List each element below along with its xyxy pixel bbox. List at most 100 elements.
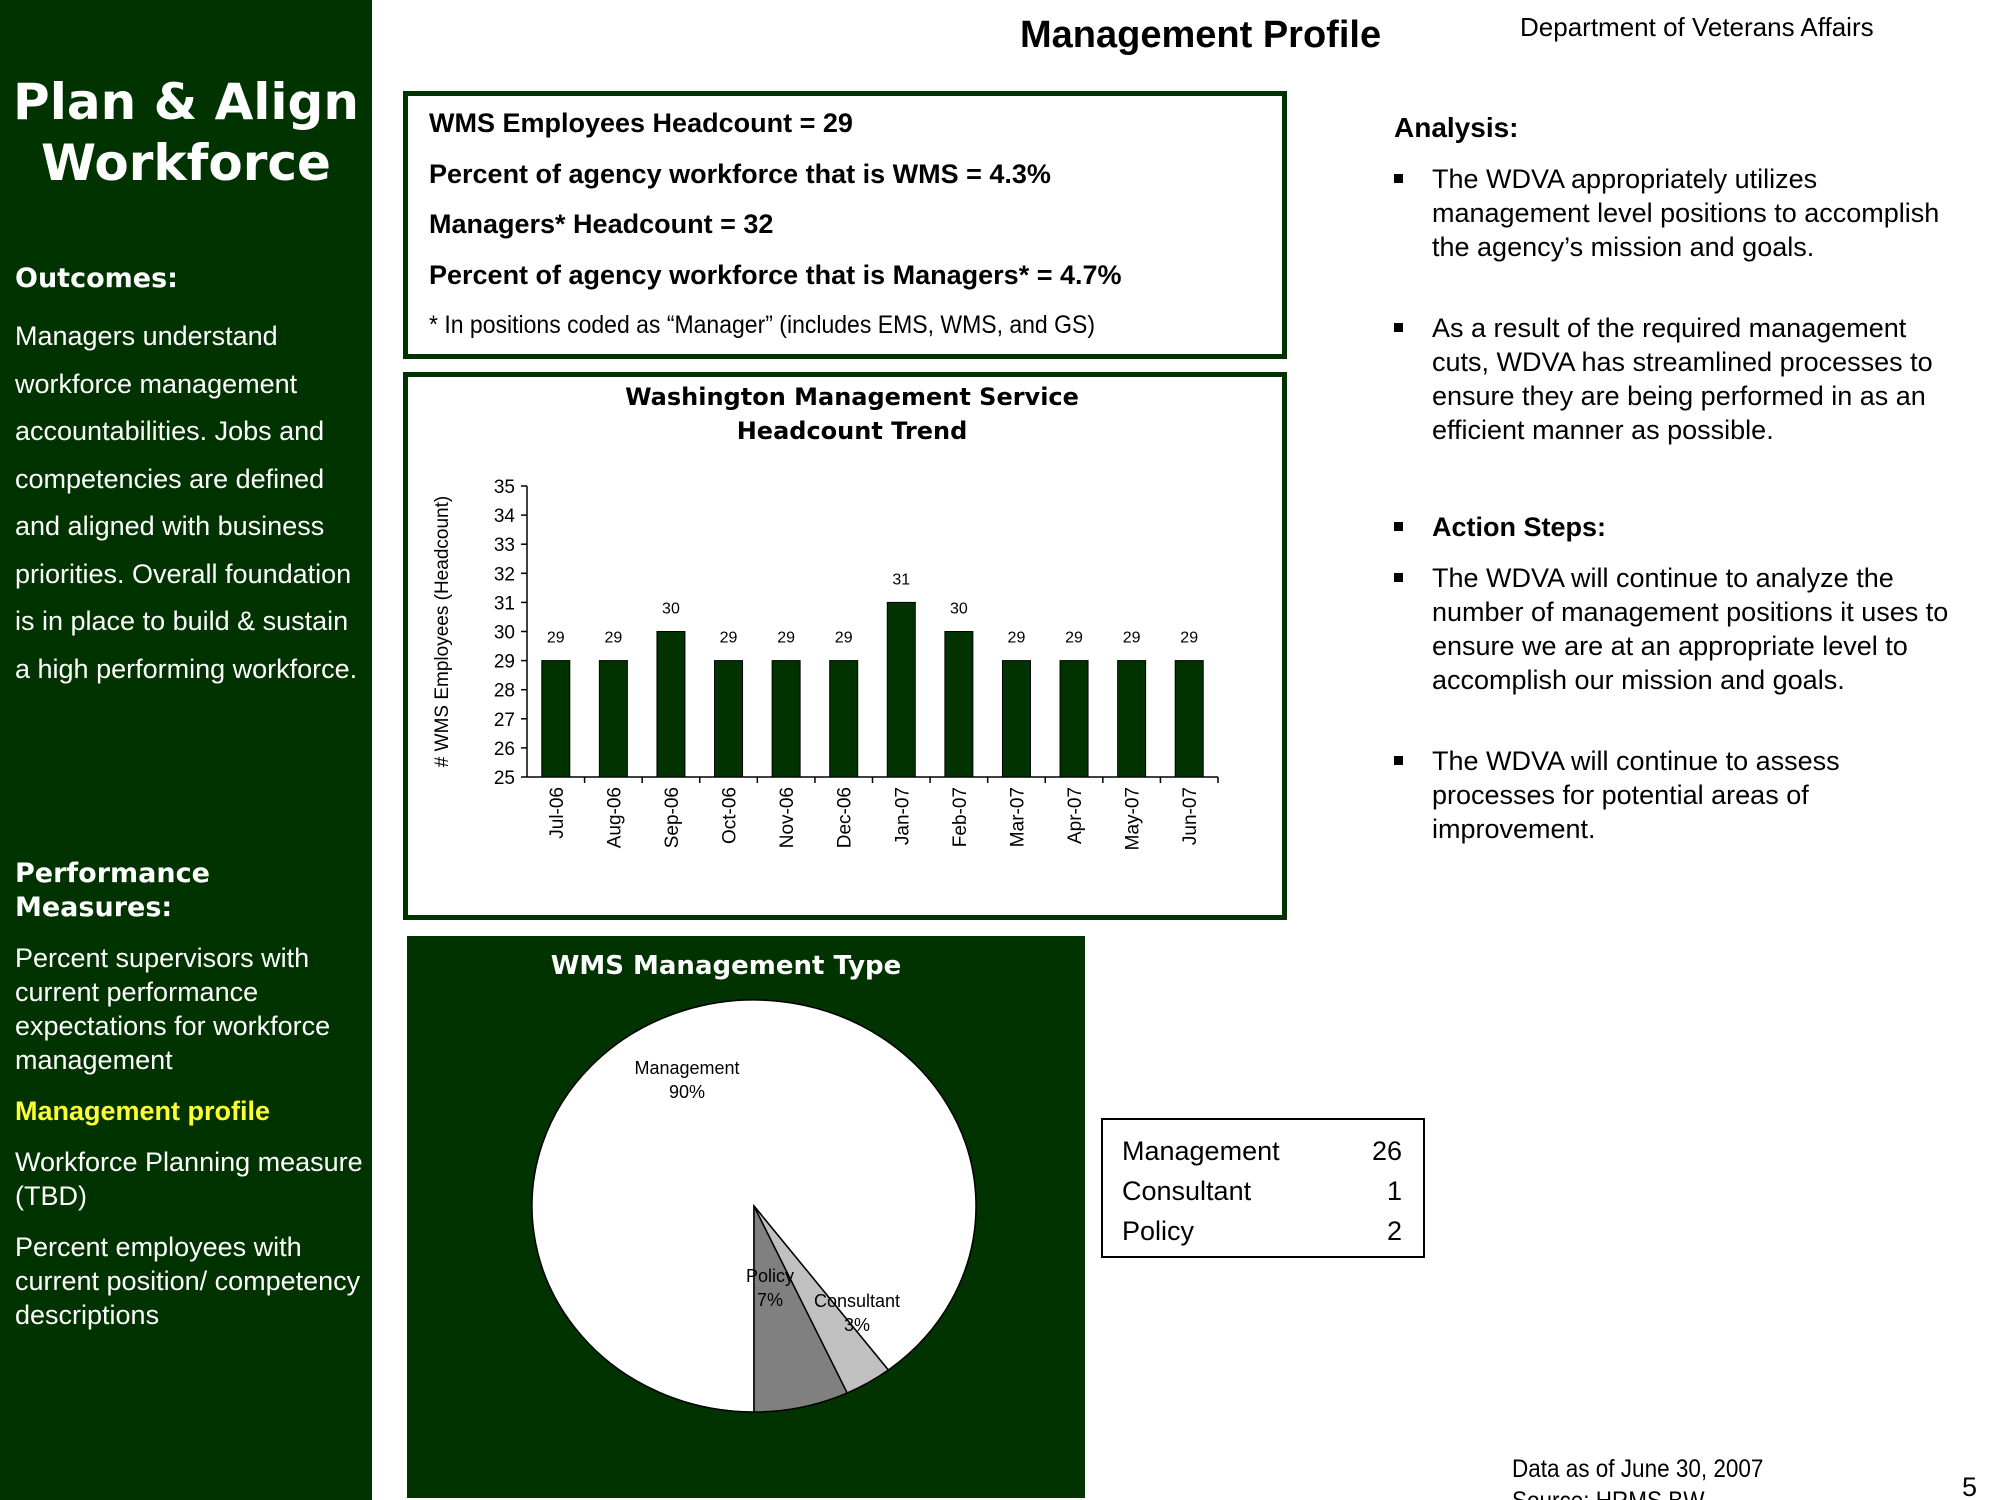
sidebar-title: Plan & Align Workforce bbox=[13, 73, 359, 192]
measure-management-profile[interactable]: Management profile bbox=[15, 1096, 271, 1126]
management-type-pie-svg: Management 90% Policy 7% Consultant 3% bbox=[531, 999, 977, 1413]
page-title: Management Profile bbox=[1020, 14, 1382, 56]
x-tick-label: Nov-06 bbox=[777, 787, 798, 848]
y-tick-label: 29 bbox=[494, 652, 515, 673]
chart-title: Washington Management Service bbox=[625, 383, 1079, 411]
table-row-value: 26 bbox=[1371, 1136, 1402, 1166]
y-tick-label: 33 bbox=[494, 535, 515, 556]
x-tick-label: Aug-06 bbox=[604, 787, 625, 848]
bullet-square-icon bbox=[1394, 323, 1403, 332]
pie-label-consultant: Consultant bbox=[814, 1291, 900, 1311]
chart-bar bbox=[656, 631, 686, 778]
chart-bar bbox=[1117, 660, 1147, 778]
chart-bar bbox=[829, 660, 859, 778]
stat-wms-percent: Percent of agency workforce that is WMS … bbox=[429, 159, 1051, 189]
stat-wms-headcount: WMS Employees Headcount = 29 bbox=[429, 108, 853, 138]
x-tick-label: May-07 bbox=[1123, 787, 1144, 850]
bar-data-label: 29 bbox=[1180, 630, 1198, 647]
pie-chart-title: WMS Management Type bbox=[550, 951, 902, 981]
department-name: Department of Veterans Affairs bbox=[1520, 12, 1874, 42]
management-type-table: Management 26 Consultant 1 Policy 2 bbox=[1101, 1118, 1425, 1258]
bar-data-label: 29 bbox=[1065, 630, 1083, 647]
chart-bar bbox=[1001, 660, 1031, 778]
x-tick-label: Dec-06 bbox=[835, 787, 856, 848]
measure-position-descriptions[interactable]: Percent employees with current position/… bbox=[15, 1232, 361, 1330]
outcomes-text: Managers understand workforce management… bbox=[15, 321, 358, 684]
bar-data-label: 29 bbox=[835, 630, 853, 647]
bullet-square-icon bbox=[1394, 174, 1403, 183]
bar-data-label: 29 bbox=[547, 630, 565, 647]
chart-bar bbox=[598, 660, 628, 778]
chart-bar bbox=[1059, 660, 1089, 778]
x-tick-label: Jun-07 bbox=[1180, 787, 1201, 845]
y-tick-label: 31 bbox=[494, 593, 515, 614]
y-tick-label: 28 bbox=[494, 681, 515, 702]
pie-label-policy: Policy bbox=[746, 1266, 794, 1286]
headcount-trend-chart: Washington Management Service Headcount T… bbox=[403, 372, 1287, 920]
bar-data-label: 29 bbox=[604, 630, 622, 647]
headcount-stats-box: WMS Employees Headcount = 29 Percent of … bbox=[403, 91, 1287, 359]
y-tick-label: 27 bbox=[494, 710, 515, 731]
footer-data-date: Data as of June 30, 2007 bbox=[1512, 1455, 1764, 1483]
chart-bar bbox=[1174, 660, 1204, 778]
footer-source: Source: HRMS BW bbox=[1512, 1486, 1705, 1500]
chart-bar bbox=[886, 601, 916, 778]
management-type-pie-panel: WMS Management Type Management 90% Policy 7… bbox=[407, 936, 1085, 1498]
table-row-value: 1 bbox=[1386, 1176, 1402, 1206]
chart-bar bbox=[771, 660, 801, 778]
pie-label-management: 90% bbox=[669, 1082, 705, 1102]
chart-bar bbox=[714, 660, 744, 778]
y-tick-label: 35 bbox=[494, 477, 515, 498]
pie-label-consultant: 3% bbox=[844, 1315, 870, 1335]
y-tick-label: 26 bbox=[494, 739, 515, 760]
chart-bar bbox=[541, 660, 571, 778]
stat-footnote: * In positions coded as “Manager” (inclu… bbox=[429, 311, 1096, 339]
stat-managers-percent: Percent of agency workforce that is Mana… bbox=[429, 260, 1122, 290]
pie-label-policy: 7% bbox=[757, 1290, 783, 1310]
bar-data-label: 29 bbox=[720, 630, 738, 647]
bar-data-label: 29 bbox=[1008, 630, 1026, 647]
chart-title: Headcount Trend bbox=[737, 417, 968, 445]
bar-data-label: 29 bbox=[1123, 630, 1141, 647]
y-axis-label: # WMS Employees (Headcount) bbox=[432, 496, 453, 767]
pie-slice-consultant bbox=[753, 1205, 890, 1394]
bar-data-label: 30 bbox=[662, 601, 680, 618]
sidebar: Plan & Align Workforce Outcomes: Manager… bbox=[0, 0, 372, 1500]
table-row-value: 2 bbox=[1386, 1216, 1402, 1246]
x-tick-label: Apr-07 bbox=[1065, 787, 1086, 844]
outcomes-heading: Outcomes: bbox=[15, 263, 178, 294]
y-tick-label: 34 bbox=[494, 506, 516, 527]
analysis-heading: Analysis: bbox=[1394, 112, 1519, 143]
action-bullet-text: The WDVA will continue to analyze the nu… bbox=[1432, 563, 1949, 695]
x-tick-label: Oct-06 bbox=[720, 787, 741, 844]
page-number: 5 bbox=[1962, 1472, 1978, 1500]
table-row-label: Management bbox=[1122, 1136, 1280, 1166]
bar-data-label: 29 bbox=[777, 630, 795, 647]
x-tick-label: Mar-07 bbox=[1007, 787, 1028, 847]
action-bullet-text: The WDVA will continue to assess process… bbox=[1432, 746, 1840, 844]
analysis-bullet-text: As a result of the required management c… bbox=[1432, 313, 1933, 445]
chart-bar bbox=[944, 631, 974, 778]
headcount-trend-svg: Washington Management Service Headcount T… bbox=[432, 383, 1219, 850]
measure-workforce-planning[interactable]: Workforce Planning measure (TBD) bbox=[15, 1147, 363, 1211]
y-tick-label: 30 bbox=[494, 623, 515, 644]
bar-data-label: 30 bbox=[950, 601, 968, 618]
bullet-square-icon bbox=[1394, 573, 1403, 582]
x-tick-label: Jan-07 bbox=[892, 787, 913, 845]
bullet-square-icon bbox=[1394, 522, 1403, 531]
bullet-square-icon bbox=[1394, 756, 1403, 765]
x-tick-label: Sep-06 bbox=[662, 787, 683, 848]
table-row-label: Policy bbox=[1122, 1216, 1195, 1246]
y-tick-label: 25 bbox=[494, 768, 515, 789]
measure-supervisor-expectations[interactable]: Percent supervisors with current perform… bbox=[15, 943, 331, 1075]
y-tick-label: 32 bbox=[494, 564, 515, 585]
x-tick-label: Feb-07 bbox=[950, 787, 971, 847]
table-row-label: Consultant bbox=[1122, 1176, 1252, 1206]
pie-label-management: Management bbox=[634, 1058, 739, 1078]
bar-data-label: 31 bbox=[892, 571, 910, 588]
action-steps-heading-text: Action Steps: bbox=[1432, 512, 1607, 542]
x-tick-label: Jul-06 bbox=[547, 787, 568, 839]
analysis-bullet-text: The WDVA appropriately utilizes manageme… bbox=[1432, 164, 1940, 262]
stat-managers-headcount: Managers* Headcount = 32 bbox=[429, 209, 774, 239]
performance-measures-heading: Performance Measures: bbox=[15, 858, 210, 923]
